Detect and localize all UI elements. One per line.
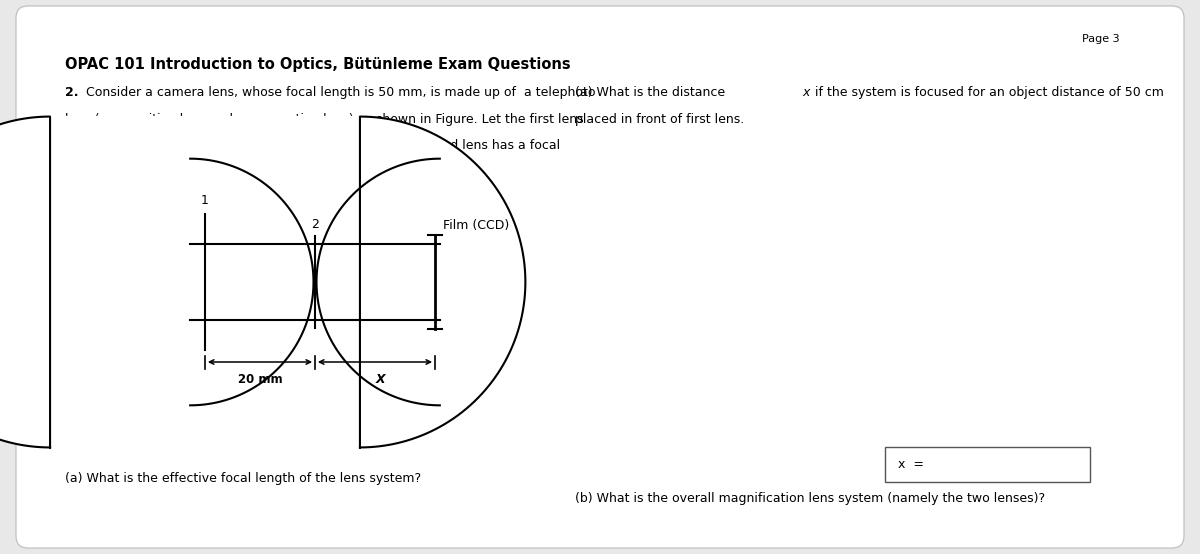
Polygon shape	[0, 116, 526, 448]
Text: lens (one positive lens and one negative lens) as shown in Figure. Let the first: lens (one positive lens and one negative…	[65, 112, 583, 126]
Text: Consider a camera lens, whose focal length is 50 mm, is made up of  a telephoto: Consider a camera lens, whose focal leng…	[82, 86, 595, 99]
FancyBboxPatch shape	[886, 447, 1090, 482]
Text: x  =: x =	[898, 458, 924, 471]
Text: if the system is focused for an object distance of 50 cm: if the system is focused for an object d…	[811, 86, 1164, 99]
Text: 20 mm: 20 mm	[238, 373, 282, 386]
Text: X: X	[376, 373, 385, 386]
Text: placed in front of first lens.: placed in front of first lens.	[575, 112, 744, 126]
FancyBboxPatch shape	[16, 6, 1184, 548]
Text: 2: 2	[311, 218, 319, 231]
Text: 1: 1	[202, 194, 209, 207]
Text: Page 3: Page 3	[1082, 34, 1120, 44]
Text: length of f₂ = −100 mm.: length of f₂ = −100 mm.	[65, 166, 220, 178]
Text: is the camera lens with focal length of f₁ = 50 mm and second lens has a focal: is the camera lens with focal length of …	[65, 139, 560, 152]
Polygon shape	[190, 158, 440, 406]
Text: 2.: 2.	[65, 86, 78, 99]
Text: x: x	[802, 86, 809, 99]
Text: OPAC 101 Introduction to Optics, Bütünleme Exam Questions: OPAC 101 Introduction to Optics, Bütünle…	[65, 57, 571, 72]
Text: (a) What is the effective focal length of the lens system?: (a) What is the effective focal length o…	[65, 472, 421, 485]
Text: (b) What is the overall magnification lens system (namely the two lenses)?: (b) What is the overall magnification le…	[575, 492, 1045, 505]
Text: Film (CCD): Film (CCD)	[443, 219, 509, 232]
Text: (a) What is the distance: (a) What is the distance	[575, 86, 730, 99]
